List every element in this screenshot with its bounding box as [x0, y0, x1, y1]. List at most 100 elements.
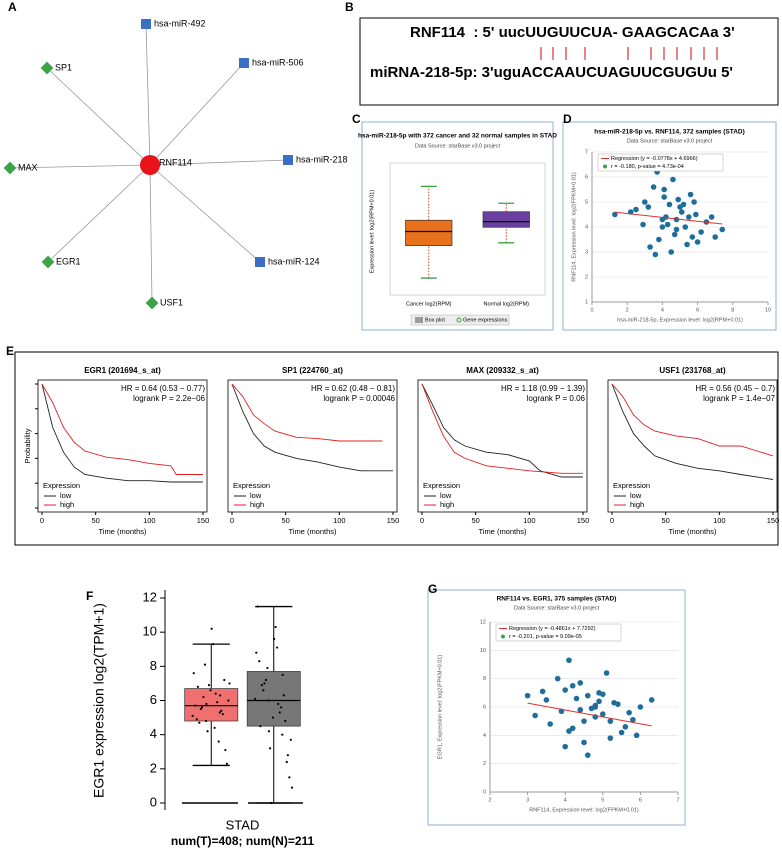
logrank-p: logrank P = 0.06	[527, 394, 586, 403]
point	[260, 684, 263, 687]
point	[603, 670, 610, 676]
edge	[149, 164, 153, 304]
chart-subtitle: Data Source: starBase v3.0 project	[514, 605, 600, 611]
point	[584, 692, 591, 699]
panel-b-frame	[359, 17, 779, 106]
node-label: EGR1	[56, 256, 81, 266]
point	[684, 241, 690, 248]
point	[612, 211, 618, 218]
point	[288, 776, 291, 779]
y-tick-label: 12	[480, 619, 486, 625]
x-tick-label: 100	[713, 516, 726, 525]
tf-node	[3, 161, 17, 175]
point	[719, 226, 726, 233]
x-tick-label: 0	[590, 307, 593, 313]
mirna-node	[255, 257, 265, 267]
point	[569, 682, 576, 689]
x-axis-label: Time (months)	[478, 527, 527, 536]
point	[673, 216, 680, 223]
point	[670, 176, 676, 183]
point	[267, 730, 271, 733]
point	[698, 229, 704, 235]
panel-d-frame	[562, 121, 777, 331]
survival-curve	[231, 383, 383, 442]
x-tick-label: 150	[767, 516, 780, 525]
legend-swatch	[603, 164, 607, 169]
point	[277, 702, 280, 706]
node-label: hsa-miR-124	[268, 256, 320, 266]
point	[708, 214, 715, 220]
x-tick-label: 10	[765, 307, 771, 313]
rnf114-sequence: RNF114 : 5' uucUUGUUCUA- GAAGCACAa 3'	[410, 24, 735, 41]
legend-label: high	[630, 500, 644, 509]
point	[584, 752, 591, 758]
legend-label: low	[250, 491, 262, 500]
point	[207, 684, 211, 687]
y-tick-label: 4	[585, 224, 588, 230]
x-tick-label: 50	[281, 516, 289, 525]
tf-node	[145, 296, 159, 310]
chart-title: SP1 (224760_at)	[282, 366, 343, 375]
mirna-node	[141, 19, 151, 29]
y-tick-label: 0	[483, 789, 486, 795]
point	[205, 702, 208, 706]
point	[581, 718, 587, 724]
panel-label: E	[6, 344, 14, 358]
point	[630, 716, 636, 723]
y-axis-label: EGR1, Expression level: log2(FPKM+0.01)	[437, 655, 443, 760]
point	[221, 713, 224, 716]
point	[209, 689, 212, 692]
legend-swatch	[501, 634, 505, 639]
regression-line	[614, 211, 723, 225]
point	[220, 709, 223, 712]
y-tick-label: 8	[150, 658, 157, 673]
chart-title: USF1 (231768_at)	[659, 366, 726, 375]
point	[290, 786, 294, 789]
logrank-p: logrank P = 0.00046	[323, 394, 395, 403]
point	[682, 224, 689, 230]
x-tick-label: 100	[523, 516, 536, 525]
point	[539, 688, 546, 695]
point	[618, 729, 625, 736]
x-axis-label: Time (months)	[288, 527, 337, 536]
y-tick-label: 12	[143, 589, 157, 604]
point	[680, 201, 687, 208]
point	[664, 221, 671, 228]
point	[227, 699, 230, 702]
point	[195, 718, 198, 721]
x-tick-label: 0	[40, 516, 44, 525]
survival-curve	[611, 383, 774, 480]
point	[216, 701, 219, 704]
x-tick-label: 3	[526, 797, 529, 803]
y-tick-label: 8	[483, 676, 486, 682]
y-tick-label: 4	[483, 733, 486, 739]
point	[652, 251, 659, 258]
y-axis-label: RNF114, Expression level: log2(FPKM+0.01…	[571, 172, 577, 282]
edge	[145, 23, 151, 166]
point	[577, 680, 584, 686]
plot-frame	[227, 379, 398, 513]
point	[648, 697, 655, 703]
x-tick-label: 2	[488, 797, 491, 803]
point	[626, 709, 632, 716]
y-tick-label: 2	[585, 274, 588, 280]
legend-title: Expression	[43, 481, 80, 490]
point	[687, 191, 694, 198]
point	[217, 740, 220, 743]
x-tick-label: Cancer log2(RPM)	[406, 301, 452, 307]
point	[204, 719, 208, 723]
chart-subtitle: Data Source: starBase v3.0 project	[627, 138, 713, 144]
point	[633, 206, 639, 213]
point	[270, 801, 273, 805]
point	[581, 739, 587, 746]
y-tick-label: 10	[143, 624, 157, 639]
x-axis-label: RNF114, Expression level: log2(FPKM+0.01…	[529, 807, 639, 813]
x-tick-label: 0	[230, 516, 234, 525]
point	[524, 692, 531, 699]
y-tick-label: 0	[150, 794, 157, 809]
x-tick-label: 5	[601, 797, 604, 803]
x-tick-label: 100	[333, 516, 346, 525]
point	[281, 733, 284, 736]
x-tick-label: 6	[639, 797, 642, 803]
hazard-ratio: HR = 0.64 (0.53 − 0.77)	[121, 384, 205, 393]
